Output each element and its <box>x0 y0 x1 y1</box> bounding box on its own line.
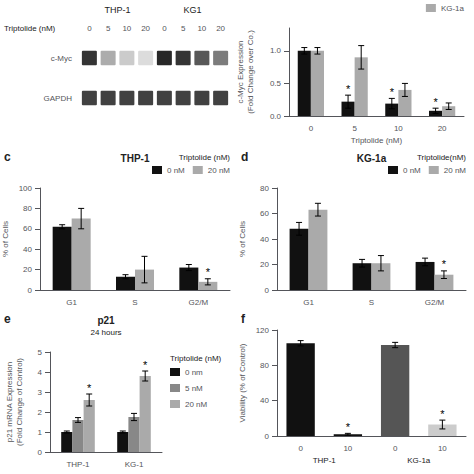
svg-text:20: 20 <box>23 265 32 274</box>
svg-text:10: 10 <box>343 444 352 453</box>
svg-text:THP-1: THP-1 <box>121 153 150 164</box>
svg-text:*: * <box>346 83 351 95</box>
svg-text:100: 100 <box>19 184 33 193</box>
svg-text:G1: G1 <box>66 298 77 307</box>
svg-text:G2/M: G2/M <box>425 298 445 307</box>
svg-text:0: 0 <box>309 124 314 133</box>
svg-text:80: 80 <box>260 184 269 193</box>
svg-text:p21: p21 <box>97 315 115 326</box>
svg-text:1.0: 1.0 <box>270 46 282 55</box>
svg-text:5: 5 <box>352 124 357 133</box>
svg-text:KG1: KG1 <box>183 5 201 15</box>
svg-text:60: 60 <box>260 209 269 218</box>
svg-text:4: 4 <box>38 368 43 377</box>
svg-text:24 hours: 24 hours <box>90 328 121 337</box>
svg-text:Triptolide (nM): Triptolide (nM) <box>4 24 56 33</box>
svg-text:5: 5 <box>106 24 111 33</box>
svg-text:0.5: 0.5 <box>270 79 282 88</box>
svg-text:(Fold Change of Control): (Fold Change of Control) <box>15 358 24 446</box>
svg-text:KG-1a: KG-1a <box>357 153 387 164</box>
svg-text:*: * <box>87 382 92 394</box>
svg-text:10: 10 <box>197 24 206 33</box>
svg-text:0 nm: 0 nm <box>185 368 203 377</box>
svg-text:0: 0 <box>87 24 92 33</box>
svg-text:120: 120 <box>256 326 270 335</box>
svg-text:S: S <box>369 298 374 307</box>
svg-text:0 nM: 0 nM <box>167 166 185 175</box>
svg-text:60: 60 <box>23 224 32 233</box>
svg-text:80: 80 <box>260 361 269 370</box>
svg-text:20: 20 <box>141 24 150 33</box>
svg-text:% of Cells: % of Cells <box>238 221 247 257</box>
svg-text:1: 1 <box>38 428 43 437</box>
svg-text:0: 0 <box>38 448 43 457</box>
svg-text:20 nM: 20 nM <box>444 166 467 175</box>
svg-text:10: 10 <box>122 24 131 33</box>
svg-text:20: 20 <box>438 124 447 133</box>
svg-text:40: 40 <box>260 235 269 244</box>
svg-text:0: 0 <box>28 286 33 295</box>
svg-text:*: * <box>440 408 445 420</box>
svg-text:0: 0 <box>393 444 398 453</box>
svg-text:S: S <box>132 298 137 307</box>
svg-text:Triptolide (nM): Triptolide (nM) <box>179 153 231 162</box>
svg-text:0.0: 0.0 <box>270 112 282 121</box>
svg-text:*: * <box>433 96 438 108</box>
svg-text:KG-1a: KG-1a <box>441 4 465 13</box>
svg-text:G1: G1 <box>303 298 314 307</box>
svg-text:0 nM: 0 nM <box>403 166 421 175</box>
svg-text:Triptolide (nM): Triptolide (nM) <box>351 136 403 145</box>
svg-text:20 nM: 20 nM <box>185 400 208 409</box>
svg-text:e: e <box>4 312 11 326</box>
svg-text:G2/M: G2/M <box>189 298 209 307</box>
svg-text:THP-1: THP-1 <box>66 460 90 469</box>
svg-text:(Fold Change over Co.): (Fold Change over Co.) <box>246 30 255 114</box>
svg-text:KG-1a: KG-1a <box>407 456 431 465</box>
svg-text:20: 20 <box>260 260 269 269</box>
svg-text:0: 0 <box>298 444 303 453</box>
svg-text:10: 10 <box>438 444 447 453</box>
svg-text:p21 mRNA Expression: p21 mRNA Expression <box>5 362 14 442</box>
svg-text:0: 0 <box>162 24 167 33</box>
svg-text:f: f <box>241 312 246 326</box>
svg-text:GAPDH: GAPDH <box>44 94 73 103</box>
svg-text:3: 3 <box>38 388 43 397</box>
svg-text:0: 0 <box>265 432 270 441</box>
svg-text:*: * <box>206 266 211 278</box>
svg-text:5 nM: 5 nM <box>185 384 203 393</box>
svg-text:*: * <box>442 258 447 270</box>
svg-text:KG-1: KG-1 <box>125 460 144 469</box>
svg-text:5: 5 <box>38 348 43 357</box>
svg-text:20 nM: 20 nM <box>208 166 231 175</box>
svg-text:40: 40 <box>260 396 269 405</box>
svg-text:% of Cells: % of Cells <box>1 221 10 257</box>
svg-text:Viability (% of Control): Viability (% of Control) <box>238 343 247 422</box>
svg-text:Triptolide(nM): Triptolide(nM) <box>417 153 466 162</box>
svg-text:*: * <box>346 421 351 433</box>
svg-text:d: d <box>241 150 248 164</box>
svg-text:40: 40 <box>23 245 32 254</box>
svg-text:0: 0 <box>265 286 270 295</box>
svg-text:THP-1: THP-1 <box>104 5 130 15</box>
svg-text:c: c <box>4 150 11 164</box>
svg-text:2: 2 <box>38 408 43 417</box>
svg-text:5: 5 <box>181 24 186 33</box>
svg-text:c-Myc: c-Myc <box>51 54 72 63</box>
svg-text:Triptolide (nM): Triptolide (nM) <box>170 354 222 363</box>
svg-text:20: 20 <box>216 24 225 33</box>
svg-text:THP-1: THP-1 <box>313 456 337 465</box>
svg-text:*: * <box>143 359 148 371</box>
svg-text:10: 10 <box>394 124 403 133</box>
svg-text:c-Myc Expression: c-Myc Expression <box>236 40 245 103</box>
svg-text:80: 80 <box>23 204 32 213</box>
svg-text:*: * <box>390 86 395 98</box>
